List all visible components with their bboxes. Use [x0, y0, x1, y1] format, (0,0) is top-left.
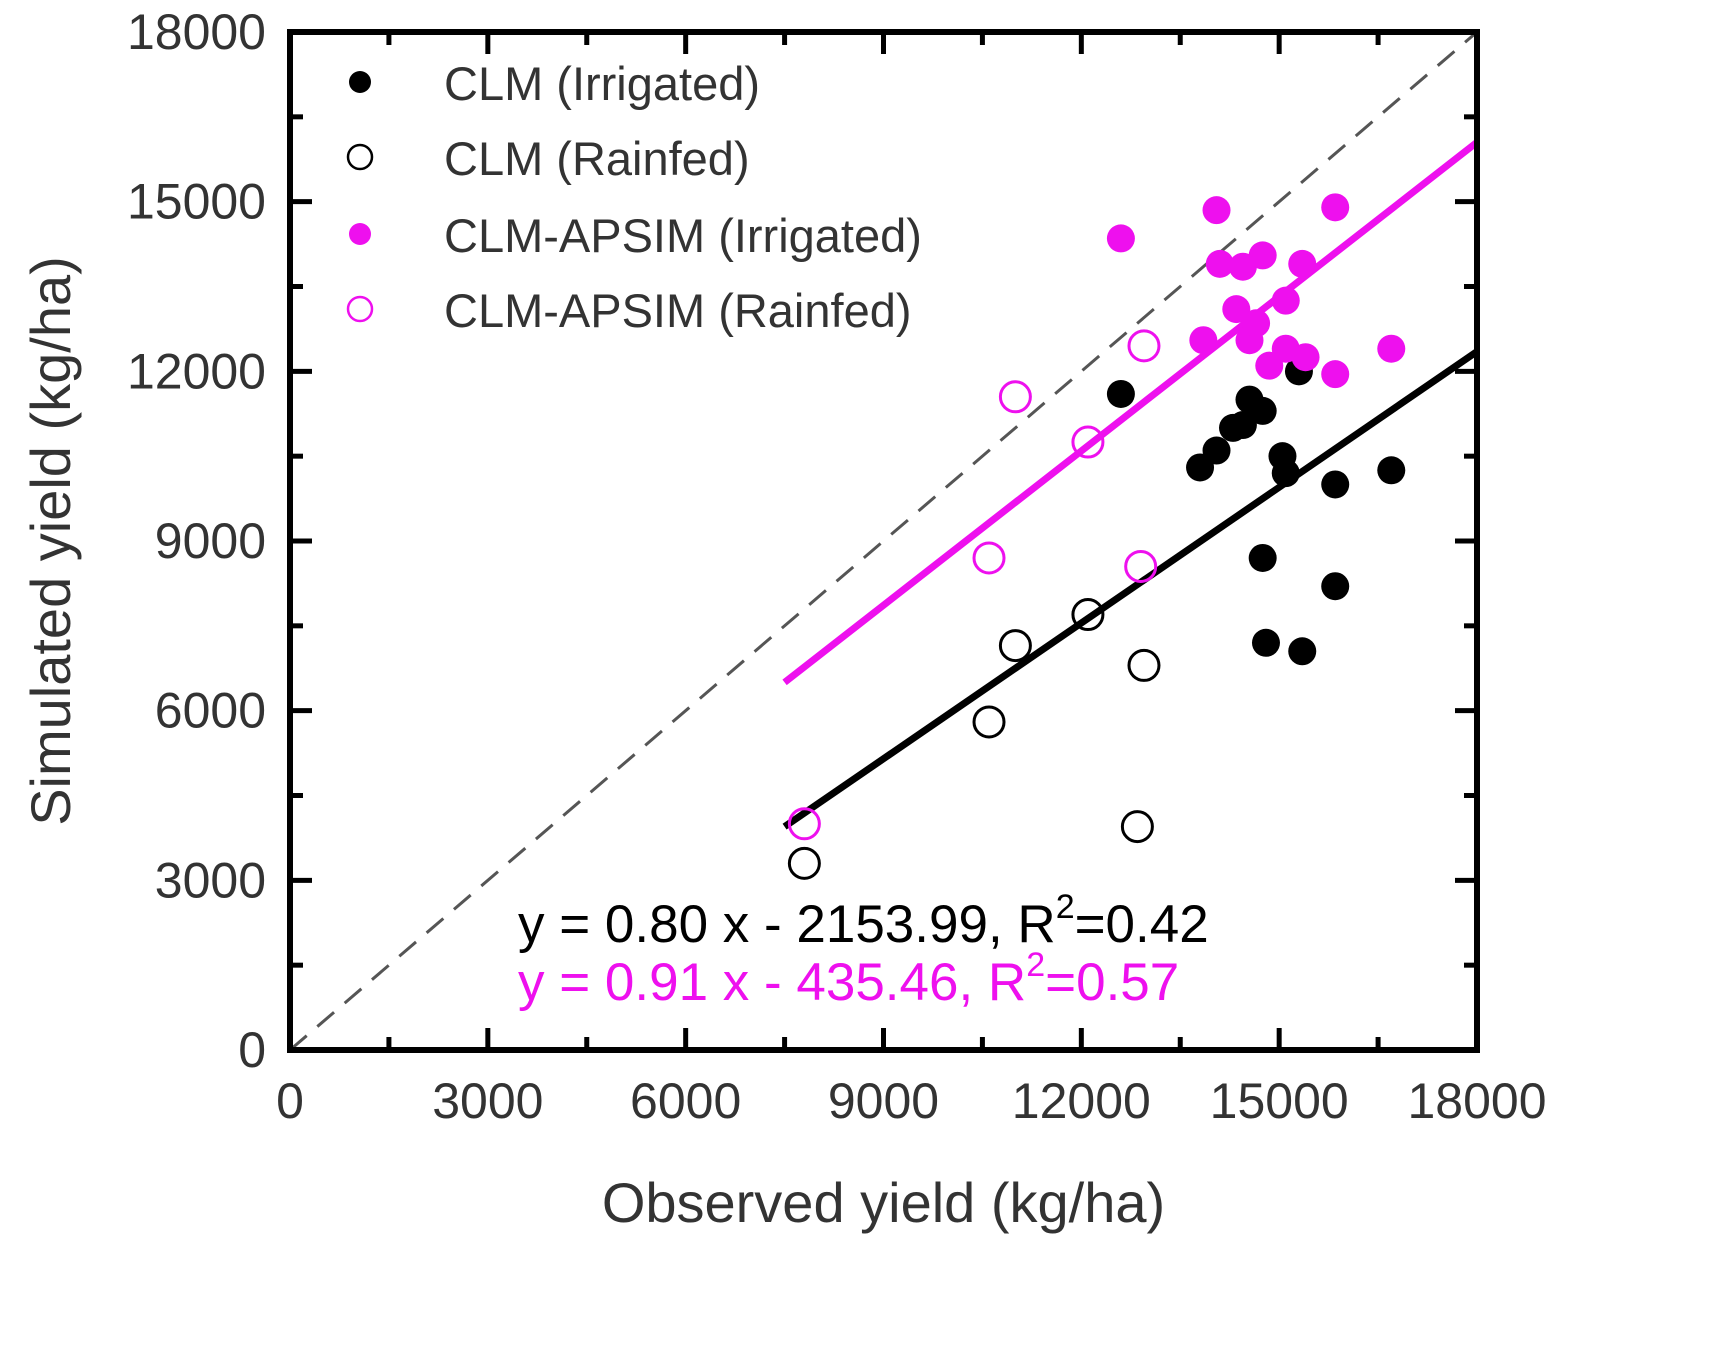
legend-marker	[349, 71, 371, 93]
legend-marker	[349, 223, 371, 245]
legend-label: CLM-APSIM (Rainfed)	[444, 284, 912, 337]
data-point	[1248, 241, 1277, 270]
data-point	[1321, 470, 1350, 499]
legend-label: CLM (Irrigated)	[444, 57, 760, 110]
regression-equation: y = 0.91 x - 435.46, R2=0.57	[518, 946, 1179, 1012]
data-point	[1321, 572, 1350, 601]
one-to-one-line	[289, 30, 1478, 1052]
regression-lines	[782, 139, 1480, 830]
regression-line	[782, 139, 1480, 686]
x-tick-label: 15000	[1210, 1073, 1349, 1129]
y-tick-label: 12000	[127, 343, 266, 399]
legend-label: CLM-APSIM (Irrigated)	[444, 209, 922, 262]
y-tick-label: 9000	[155, 513, 266, 569]
data-point	[1248, 543, 1277, 572]
y-axis-title: Simulated yield (kg/ha)	[19, 256, 82, 826]
data-point	[1127, 648, 1161, 682]
data-point	[1291, 343, 1320, 372]
data-point	[1222, 295, 1251, 324]
data-point	[1071, 598, 1105, 632]
equation-tail: =0.57	[1045, 953, 1179, 1012]
legend: CLM (Irrigated) CLM (Rainfed) CLM-APSIM (I…	[346, 57, 922, 337]
x-tick-label: 0	[276, 1073, 304, 1129]
x-tick-label: 12000	[1012, 1073, 1151, 1129]
data-point	[1242, 309, 1271, 338]
data-point	[1271, 459, 1300, 488]
data-point	[1288, 637, 1317, 666]
data-point	[1321, 360, 1350, 389]
equation-main: y = 0.91 x - 435.46, R	[518, 953, 1026, 1012]
data-point	[1248, 396, 1277, 425]
regression-equations: y = 0.80 x - 2153.99, R2=0.42y = 0.91 x …	[518, 888, 1209, 1012]
data-point	[998, 629, 1032, 663]
equation-tail: =0.42	[1075, 895, 1209, 954]
data-point	[1271, 286, 1300, 315]
data-point	[1377, 456, 1406, 485]
data-point	[1321, 193, 1350, 222]
data-point	[1127, 329, 1161, 363]
legend-marker	[346, 295, 374, 323]
regression-equation: y = 0.80 x - 2153.99, R2=0.42	[518, 888, 1209, 954]
y-axis-tick-labels: 0 3000 6000 9000 12000 15000 18000	[127, 4, 266, 1078]
x-tick-label: 9000	[828, 1073, 939, 1129]
x-tick-label: 6000	[630, 1073, 741, 1129]
data-point	[1202, 196, 1231, 225]
x-tick-label: 3000	[432, 1073, 543, 1129]
data-point	[1251, 628, 1280, 657]
data-point	[1288, 249, 1317, 278]
y-tick-label: 18000	[127, 4, 266, 60]
legend-marker	[346, 143, 374, 171]
regression-line	[782, 348, 1479, 830]
legend-label: CLM (Rainfed)	[444, 132, 750, 185]
data-point	[787, 846, 821, 880]
data-point	[1202, 436, 1231, 465]
data-point	[1071, 425, 1105, 459]
x-tick-label: 18000	[1407, 1073, 1546, 1129]
data-point	[1189, 326, 1218, 355]
equation-main: y = 0.80 x - 2153.99, R	[518, 895, 1056, 954]
plot-frame	[287, 29, 1480, 1053]
data-point	[1106, 224, 1135, 253]
y-tick-label: 3000	[155, 852, 266, 908]
data-point	[998, 380, 1032, 414]
x-axis-tick-labels: 0 3000 6000 9000 12000 15000 18000	[276, 1073, 1546, 1129]
equation-superscript: 2	[1026, 946, 1045, 984]
x-axis-title: Observed yield (kg/ha)	[602, 1171, 1165, 1234]
data-point	[787, 807, 821, 841]
data-point	[1120, 810, 1154, 844]
data-point	[1124, 549, 1158, 583]
data-point	[1106, 379, 1135, 408]
y-tick-label: 6000	[155, 683, 266, 739]
y-tick-label: 0	[238, 1022, 266, 1078]
equation-superscript: 2	[1056, 888, 1075, 926]
data-point	[972, 541, 1006, 575]
data-point	[1228, 411, 1257, 440]
data-points	[787, 193, 1406, 880]
data-point	[1205, 249, 1234, 278]
data-point	[1377, 334, 1406, 363]
data-point	[972, 705, 1006, 739]
y-tick-label: 15000	[127, 174, 266, 230]
